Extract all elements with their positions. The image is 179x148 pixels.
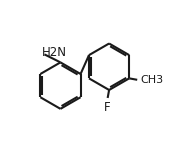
Text: CH3: CH3 bbox=[141, 75, 164, 85]
Text: H2N: H2N bbox=[42, 46, 67, 59]
Text: F: F bbox=[104, 101, 111, 114]
